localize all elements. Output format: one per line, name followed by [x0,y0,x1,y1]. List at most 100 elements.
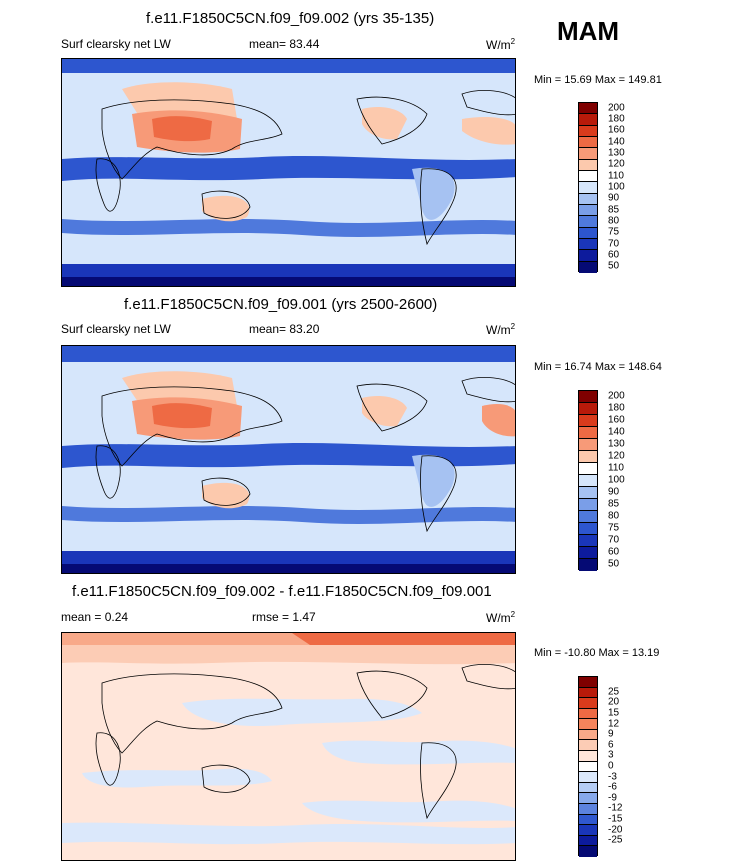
colorbar-segment [579,227,597,239]
colorbar-segment [579,761,597,773]
colorbar-segment [579,708,597,720]
colorbar-tick-label: 90 [608,192,620,204]
colorbar-segment [579,403,597,415]
colorbar-tick-label: 80 [608,215,620,227]
colorbar-tick-label: 3 [608,749,614,761]
colorbar-tick-label: 160 [608,124,625,136]
map-panel-3 [61,632,516,861]
colorbar-segment [579,216,597,228]
colorbar-segment [579,193,597,205]
colorbar-segment [579,559,597,571]
colorbar-tick-label: 160 [608,414,625,426]
colorbar-segment [579,415,597,427]
colorbar-segment [579,698,597,709]
colorbar-segment [579,719,597,730]
colorbar-tick-label: 9 [608,728,614,740]
colorbar-tick-label: -20 [608,824,623,836]
mean-label: mean= 83.20 [249,322,320,336]
colorbar-tick-label: 70 [608,534,620,546]
minmax-label: Min = 16.74 Max = 148.64 [534,361,662,373]
colorbar-segment [579,772,597,783]
colorbar-3 [578,676,598,857]
colorbar-tick-label: 25 [608,686,620,698]
clearsky-lw-map [62,59,515,286]
colorbar-tick-label: -3 [608,771,617,783]
colorbar-segment [579,114,597,126]
colorbar-segment [579,136,597,149]
panel-title: f.e11.F1850C5CN.f09_f09.001 (yrs 2500-26… [124,296,438,313]
colorbar-segment [579,148,597,160]
colorbar-segment [579,782,597,794]
colorbar-segment [579,427,597,439]
panel-title: f.e11.F1850C5CN.f09_f09.002 - f.e11.F185… [72,583,492,600]
colorbar-segment [579,159,597,171]
colorbar-tick-label: 20 [608,696,620,708]
colorbar-segment [579,439,597,451]
colorbar-tick-label: 80 [608,510,620,522]
colorbar-1 [578,102,598,273]
colorbar-segment [579,793,597,804]
colorbar-tick-label: 180 [608,113,625,125]
colorbar-tick-label: 180 [608,402,625,414]
colorbar-segment [579,677,597,688]
colorbar-tick-label: 70 [608,238,620,250]
colorbar-segment [579,204,597,217]
colorbar-segment [579,391,597,403]
colorbar-tick-label: 60 [608,249,620,261]
colorbar-tick-label: 130 [608,147,625,159]
colorbar-tick-label: -15 [608,813,623,825]
mean-label: mean= 83.44 [249,37,320,51]
colorbar-tick-label: 140 [608,426,625,438]
colorbar-segment [579,170,597,183]
colorbar-tick-label: 50 [608,260,620,272]
colorbar-tick-label: 15 [608,707,620,719]
colorbar-tick-label: 60 [608,546,620,558]
colorbar-tick-label: 200 [608,102,625,114]
units-label: W/m2 [486,37,516,52]
colorbar-tick-label: 140 [608,136,625,148]
units-label: W/m2 [486,322,516,337]
colorbar-tick-label: -9 [608,792,617,804]
colorbar-tick-label: 100 [608,181,625,193]
colorbar-segment [579,125,597,137]
colorbar-segment [579,803,597,815]
difference-map [62,633,515,860]
colorbar-segment [579,261,597,273]
colorbar-tick-label: 130 [608,438,625,450]
colorbar-segment [579,451,597,463]
colorbar-segment [579,182,597,194]
rmse-label: rmse = 1.47 [252,610,316,624]
colorbar-tick-label: 120 [608,158,625,170]
map-panel-1 [61,58,516,287]
colorbar-segment [579,814,597,826]
colorbar-segment [579,250,597,262]
colorbar-segment [579,475,597,487]
colorbar-segment [579,740,597,752]
colorbar-segment [579,547,597,559]
season-label: MAM [557,16,620,46]
colorbar-tick-label: -25 [608,834,623,846]
colorbar-tick-label: 50 [608,558,620,570]
colorbar-tick-label: -6 [608,781,617,793]
colorbar-tick-label: 6 [608,739,614,751]
mean-label: mean = 0.24 [61,610,129,624]
colorbar-segment [579,499,597,511]
colorbar-tick-label: 0 [608,760,614,772]
colorbar-segment [579,487,597,499]
variable-label: Surf clearsky net LW [61,322,171,336]
variable-label: Surf clearsky net LW [61,37,171,51]
colorbar-segment [579,103,597,115]
colorbar-segment [579,835,597,847]
colorbar-tick-label: 12 [608,718,620,730]
panel-title: f.e11.F1850C5CN.f09_f09.002 (yrs 35-135) [146,10,435,27]
colorbar-segment [579,751,597,762]
units-label: W/m2 [486,610,516,625]
colorbar-segment [579,687,597,699]
map-panel-2 [61,345,516,574]
colorbar-tick-label: 110 [608,462,624,474]
colorbar-segment [579,523,597,535]
colorbar-tick-label: 85 [608,204,620,216]
colorbar-tick-label: 85 [608,498,620,510]
colorbar-tick-label: 200 [608,390,625,402]
colorbar-tick-label: 75 [608,522,620,534]
